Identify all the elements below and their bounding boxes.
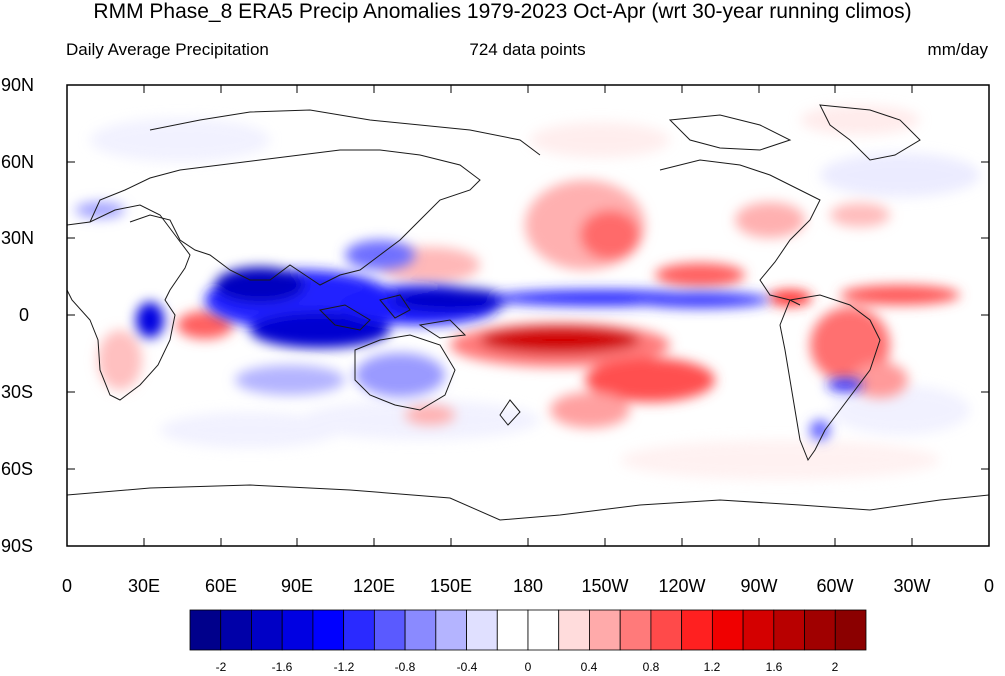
colorbar-box bbox=[312, 609, 345, 651]
colorbar bbox=[189, 609, 867, 651]
colorbar-box bbox=[251, 609, 283, 651]
colorbar-tick-label: -2 bbox=[215, 660, 227, 674]
lon-label: 60E bbox=[204, 576, 238, 596]
colorbar-box bbox=[404, 609, 437, 651]
lon-label: 30E bbox=[127, 576, 161, 596]
colorbar-tick-label: 0.8 bbox=[642, 660, 660, 674]
colorbar-box bbox=[742, 609, 775, 651]
colorbar-tick-label: -1.2 bbox=[333, 660, 355, 674]
lon-label: 150E bbox=[429, 576, 473, 596]
colorbar-box bbox=[220, 609, 252, 651]
colorbar-box bbox=[527, 609, 560, 651]
lon-label: 120W bbox=[658, 576, 706, 596]
colorbar-tick-label: 2 bbox=[831, 660, 839, 674]
colorbar-box bbox=[496, 609, 529, 651]
subtitle-count: 724 data points bbox=[469, 40, 586, 59]
lat-label: 30S bbox=[1, 382, 34, 402]
subtitle-units: mm/day bbox=[927, 40, 988, 59]
lon-label: 180 bbox=[512, 576, 544, 596]
colorbar-box bbox=[373, 609, 406, 651]
colorbar-tick-label: -0.8 bbox=[394, 660, 416, 674]
colorbar-tick-label: 0 bbox=[524, 660, 532, 674]
lon-label: 30W bbox=[893, 576, 931, 596]
coastlines bbox=[67, 104, 989, 521]
lon-label: 0 bbox=[61, 576, 72, 596]
colorbar-box bbox=[343, 609, 375, 651]
lat-label: 60N bbox=[1, 152, 35, 172]
colorbar-box bbox=[681, 609, 713, 651]
lon-label: 90W bbox=[740, 576, 778, 596]
colorbar-tick-label: -0.4 bbox=[456, 660, 478, 674]
map-title: RMM Phase_8 ERA5 Precip Anomalies 1979-2… bbox=[93, 0, 912, 23]
lat-label: 90S bbox=[1, 536, 34, 556]
lat-label: 90N bbox=[1, 75, 35, 95]
colorbar-tick-label: 1.6 bbox=[765, 660, 783, 674]
colorbar-box bbox=[711, 609, 744, 651]
colorbar-box bbox=[650, 609, 683, 651]
anomaly-field bbox=[67, 85, 989, 546]
lon-label: 60W bbox=[816, 576, 854, 596]
colorbar-box bbox=[281, 609, 314, 651]
colorbar-tick-label: 1.2 bbox=[703, 660, 721, 674]
lon-label: 120E bbox=[352, 576, 396, 596]
colorbar-box bbox=[435, 609, 467, 651]
lat-label: 60S bbox=[1, 459, 34, 479]
colorbar-box bbox=[773, 609, 805, 651]
colorbar-tick-label: 0.4 bbox=[580, 660, 598, 674]
colorbar-box bbox=[834, 609, 867, 651]
colorbar-tick-label: -1.6 bbox=[271, 660, 293, 674]
lon-label: 90E bbox=[280, 576, 314, 596]
colorbar-box bbox=[189, 609, 222, 651]
lat-label: 0 bbox=[19, 305, 30, 325]
lat-label: 30N bbox=[1, 228, 35, 248]
colorbar-box bbox=[466, 609, 498, 651]
colorbar-box bbox=[558, 609, 590, 651]
lon-label: 0 bbox=[983, 576, 994, 596]
map-frame bbox=[66, 84, 990, 547]
subtitle-variable: Daily Average Precipitation bbox=[66, 40, 269, 59]
colorbar-box bbox=[589, 609, 621, 651]
lon-label: 150W bbox=[581, 576, 629, 596]
colorbar-box bbox=[619, 609, 652, 651]
colorbar-box bbox=[804, 609, 836, 651]
